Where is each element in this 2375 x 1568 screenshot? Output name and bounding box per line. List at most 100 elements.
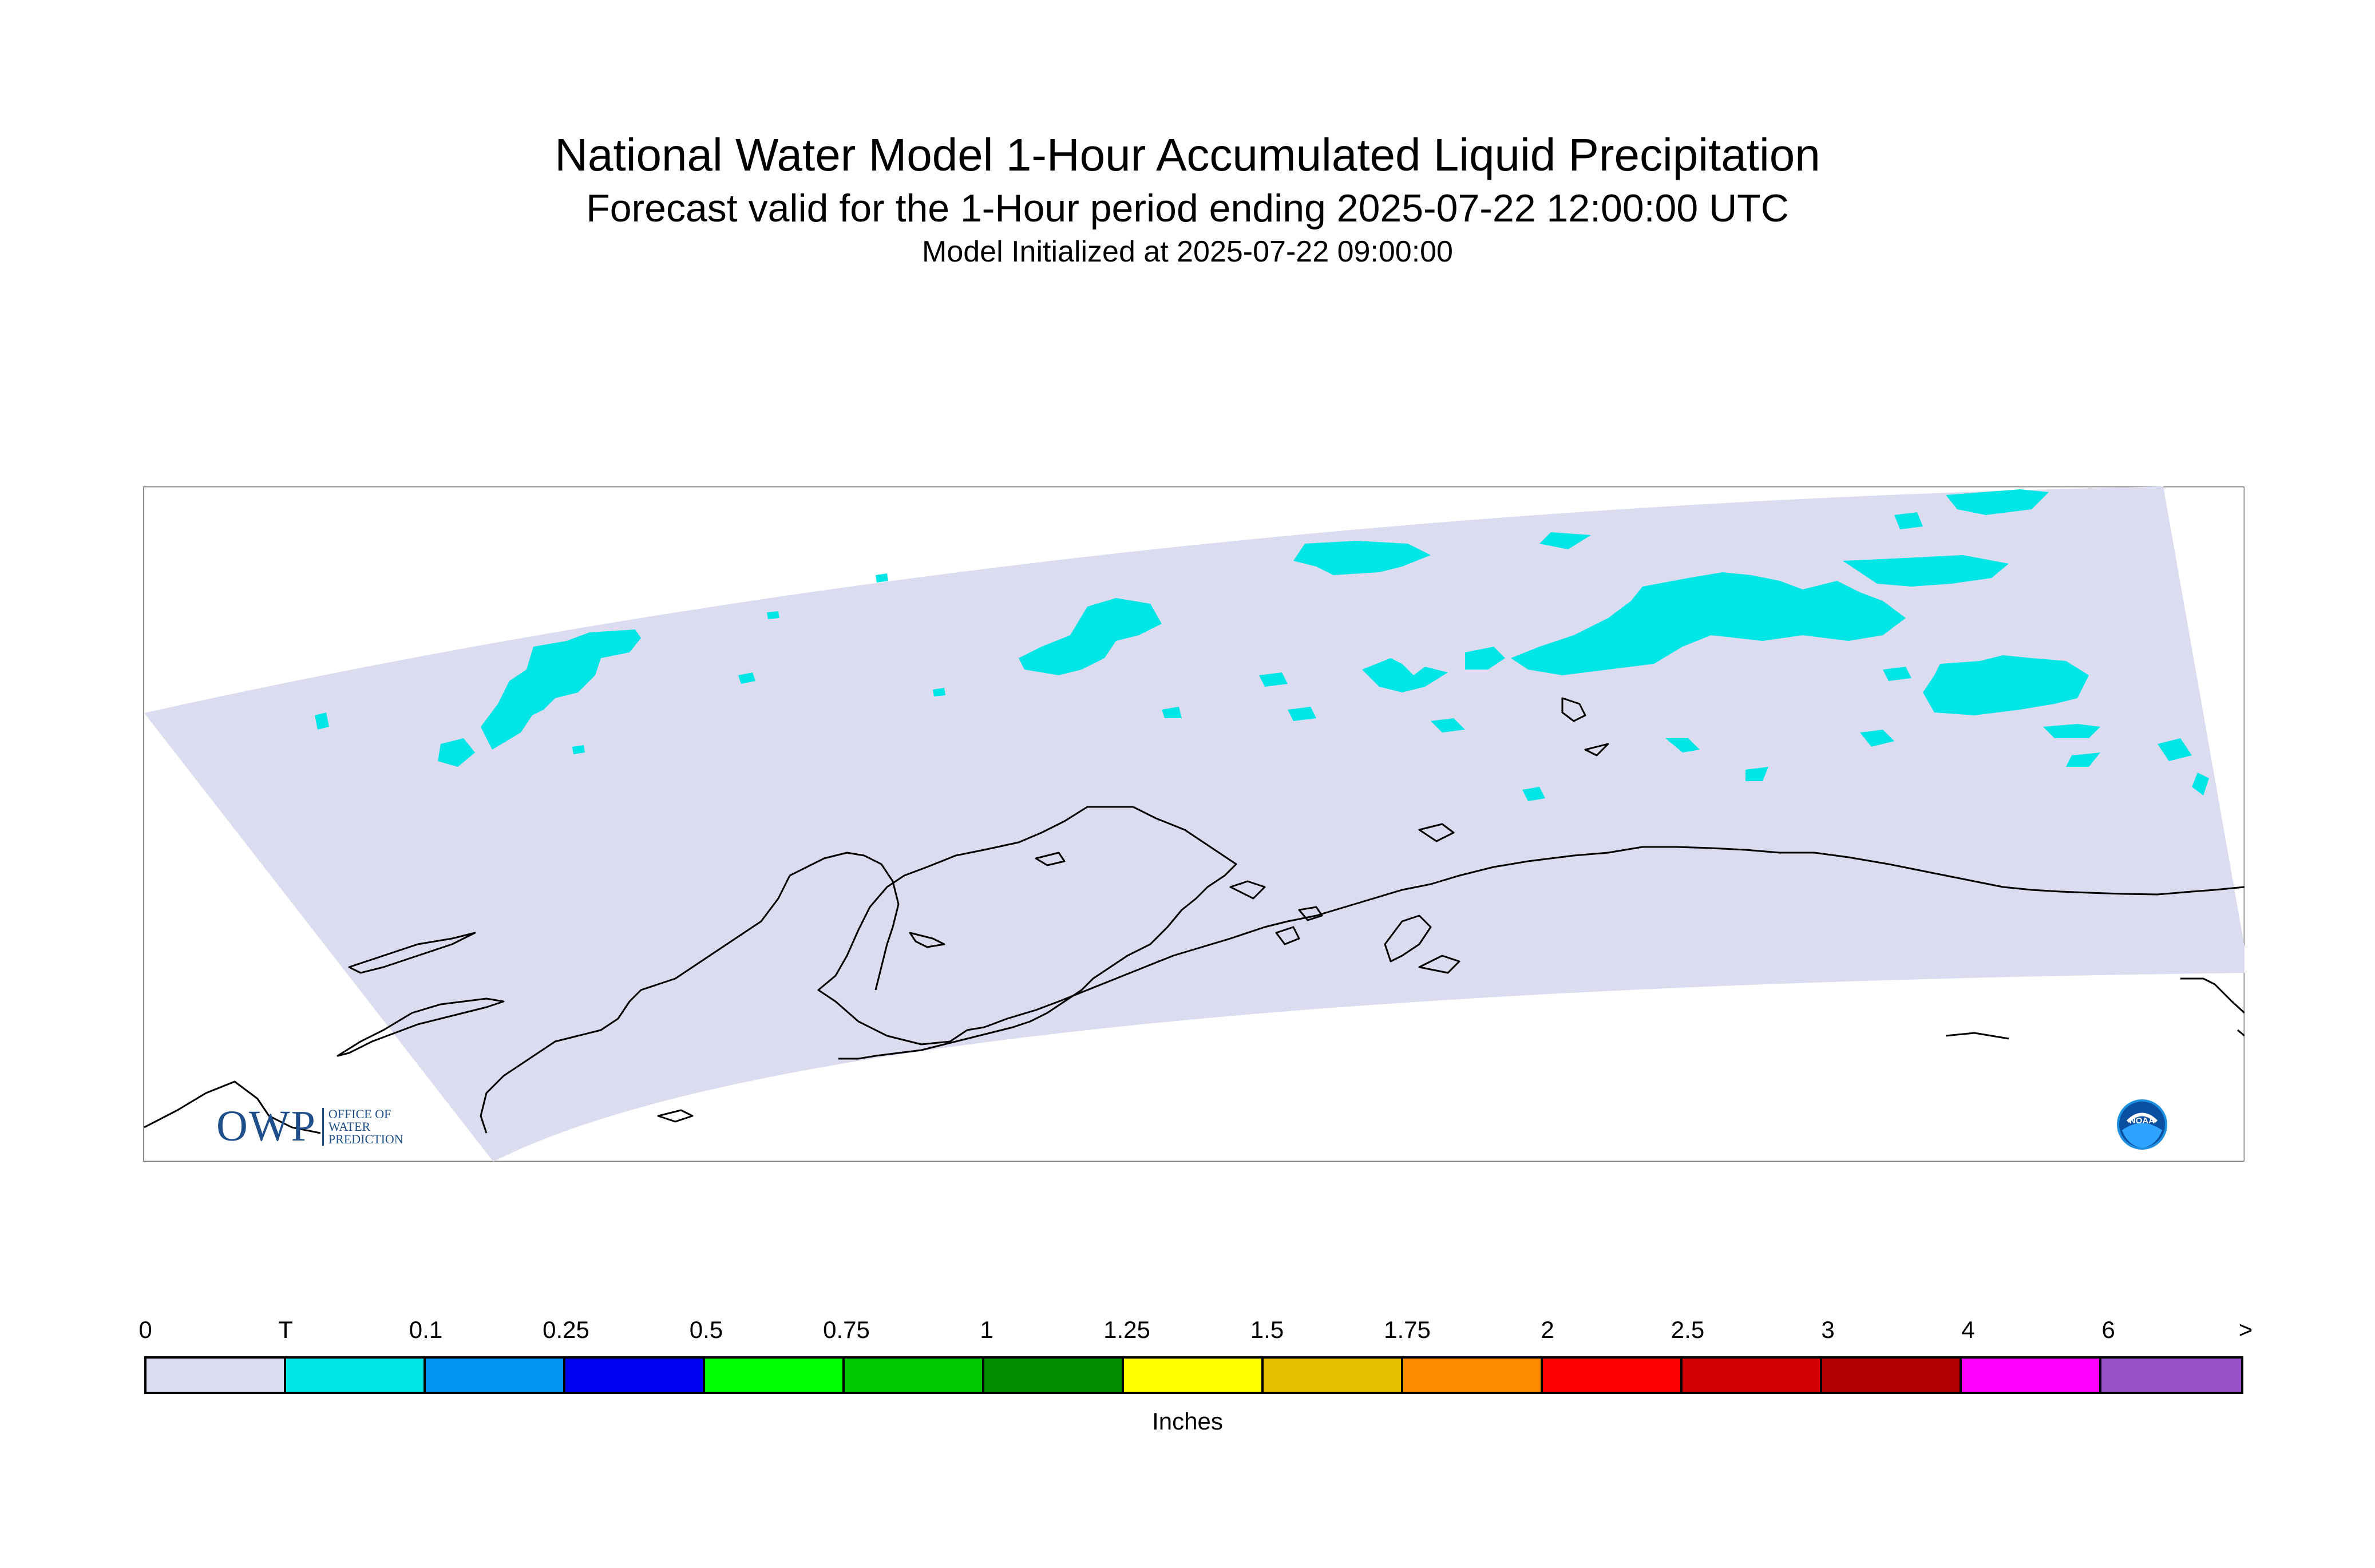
- coastline: [144, 1080, 321, 1134]
- coastline: [1945, 1032, 2009, 1040]
- precip-area: [1522, 787, 1545, 801]
- colorbar-swatch: [2101, 1359, 2241, 1392]
- colorbar-swatch: [1124, 1359, 1264, 1392]
- owp-text-line: PREDICTION: [328, 1131, 403, 1146]
- coastline: [480, 875, 791, 1134]
- coastline: [1229, 880, 1266, 900]
- coastline: [1035, 852, 1066, 866]
- coastline: [1298, 906, 1323, 921]
- precip-area: [1259, 672, 1288, 687]
- precip-area: [2066, 753, 2100, 767]
- map-title: National Water Model 1-Hour Accumulated …: [555, 129, 1820, 180]
- precip-area: [572, 745, 585, 754]
- tick-label: 1.5: [1250, 1316, 1284, 1343]
- coastline: [657, 1109, 694, 1123]
- precip-area: [315, 712, 329, 730]
- tick-label: 0.1: [409, 1316, 443, 1343]
- precip-area: [876, 573, 888, 583]
- precip-area: [1431, 718, 1465, 732]
- precip-area: [933, 688, 945, 696]
- noaa-logo: NOAA: [2117, 1099, 2167, 1150]
- colorbar-swatch: [1962, 1359, 2101, 1392]
- tick-label: 1.75: [1384, 1316, 1431, 1343]
- owp-mark: OWP: [216, 1102, 316, 1150]
- colorbar-swatch: [286, 1359, 426, 1392]
- coastline: [337, 997, 505, 1057]
- precip-area: [1162, 707, 1182, 718]
- coastline: [1561, 697, 1586, 722]
- coastline: [348, 932, 476, 974]
- precip-area: [1894, 512, 1923, 529]
- coastline: [789, 852, 900, 991]
- precipitation-map: [143, 486, 2245, 1162]
- tick-label: 4: [1961, 1316, 1975, 1343]
- colorbar-swatch: [845, 1359, 984, 1392]
- coastline: [1418, 955, 1460, 974]
- coastline: [1384, 914, 1432, 963]
- precip-area: [2192, 773, 2209, 795]
- precip-area: [1665, 738, 1700, 753]
- owp-text-line: OFFICE OF: [328, 1106, 391, 1121]
- precip-area: [481, 629, 641, 750]
- tick-label: 0: [138, 1316, 152, 1343]
- tick-label: 0.5: [689, 1316, 723, 1343]
- coastline: [1275, 926, 1300, 945]
- colorbar-swatch: [1264, 1359, 1403, 1392]
- tick-label: 2: [1541, 1316, 1554, 1343]
- owp-text: OFFICE OF WATER PREDICTION: [322, 1106, 403, 1146]
- tick-label: 3: [1821, 1316, 1835, 1343]
- precip-area: [1465, 647, 1505, 670]
- tick-label: 6: [2101, 1316, 2115, 1343]
- precip-area: [767, 611, 779, 619]
- colorbar-swatch: [1543, 1359, 1683, 1392]
- precip-area: [1288, 707, 1316, 721]
- colorbar-swatch: [984, 1359, 1124, 1392]
- coastline: [838, 806, 1237, 1060]
- colorbar-swatch: [565, 1359, 705, 1392]
- precipitation-areas: [315, 489, 2209, 801]
- coastline: [909, 932, 945, 948]
- precip-area: [1946, 489, 2049, 515]
- tick-label: 2.5: [1671, 1316, 1705, 1343]
- precip-area: [738, 672, 755, 684]
- colorbar-swatch: [147, 1359, 286, 1392]
- tick-label: 1.25: [1103, 1316, 1150, 1343]
- model-domain: [144, 486, 2245, 1162]
- precip-area: [1293, 541, 1431, 575]
- colorbar-swatch: [1822, 1359, 1962, 1392]
- tick-label: 0.25: [543, 1316, 589, 1343]
- map-subtitle: Forecast valid for the 1-Hour period end…: [586, 187, 1789, 230]
- precip-area: [1883, 667, 1911, 681]
- tick-label: >: [2238, 1316, 2253, 1343]
- tick-label: 1: [980, 1316, 993, 1343]
- precip-area: [1539, 532, 1591, 549]
- coastline: [817, 806, 1133, 1046]
- owp-logo: OWP OFFICE OF WATER PREDICTION: [216, 1102, 403, 1151]
- tick-label: T: [278, 1316, 293, 1343]
- coastline: [2180, 977, 2245, 1014]
- precip-area: [438, 738, 475, 767]
- coastline: [967, 846, 1975, 1031]
- colorbar-swatch: [1683, 1359, 1822, 1392]
- precip-area: [1745, 767, 1768, 781]
- model-init-time: Model Initialized at 2025-07-22 09:00:00: [922, 235, 1453, 268]
- precip-area: [1511, 572, 1906, 675]
- coastline: [1418, 823, 1455, 842]
- colorbar-swatch: [705, 1359, 845, 1392]
- precip-area: [2043, 724, 2100, 738]
- colorbar-units: Inches: [1152, 1408, 1223, 1435]
- precip-area: [1860, 730, 1894, 747]
- noaa-text: NOAA: [2129, 1116, 2155, 1126]
- precip-area: [1923, 655, 2089, 715]
- coastline: [1584, 743, 1609, 757]
- coastlines: [144, 697, 2245, 1134]
- coastline: [1974, 880, 2245, 896]
- precip-area: [1019, 598, 1162, 675]
- colorbar: [144, 1356, 2243, 1394]
- coastline: [2237, 1029, 2245, 1037]
- colorbar-swatch: [426, 1359, 565, 1392]
- precip-area: [2158, 738, 2192, 761]
- precip-area: [1843, 555, 2009, 587]
- precip-area: [1362, 658, 1448, 692]
- tick-label: 0.75: [823, 1316, 870, 1343]
